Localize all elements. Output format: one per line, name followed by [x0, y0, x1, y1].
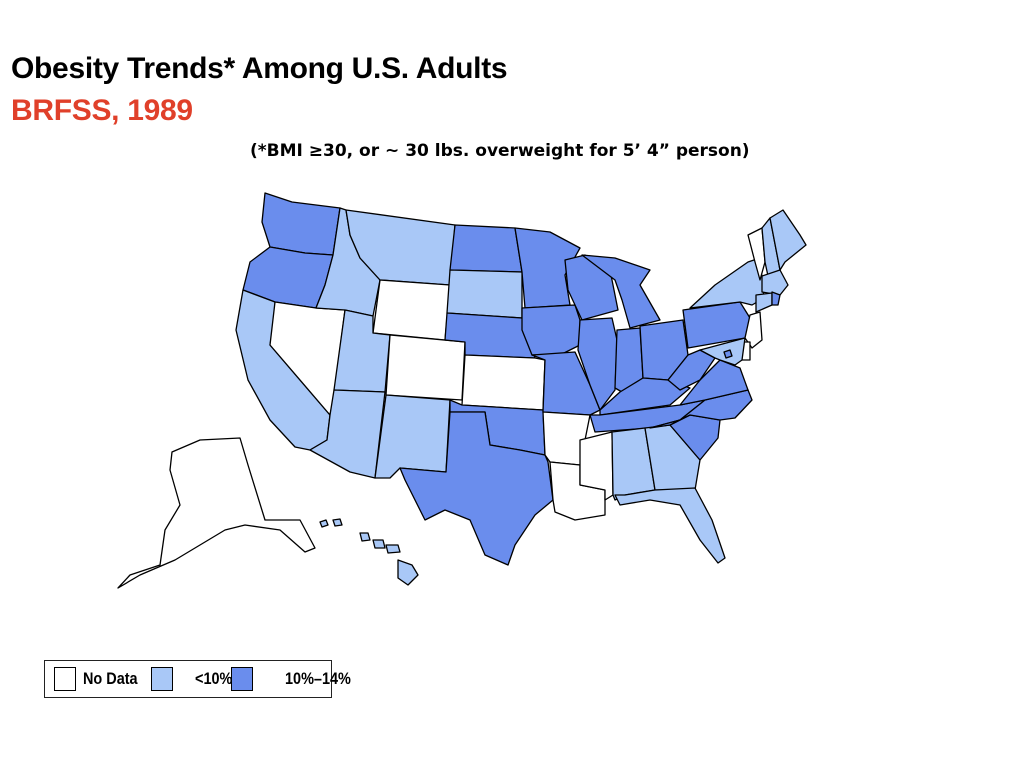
state-wy	[372, 279, 451, 341]
state-ia	[521, 304, 581, 356]
state-ct	[755, 292, 773, 313]
state-nd	[449, 224, 523, 273]
page-title: Obesity Trends* Among U.S. Adults	[11, 52, 508, 85]
state-az	[309, 389, 386, 479]
bmi-footnote: (*BMI ≥30, or ~ 30 lbs. overweight for 5…	[250, 141, 750, 161]
state-ny	[689, 257, 765, 309]
state-vt	[747, 227, 766, 281]
state-dc	[723, 349, 733, 359]
state-ma	[761, 269, 789, 296]
state-co	[385, 334, 466, 401]
state-il	[577, 317, 618, 411]
legend-label-10to14: 10%–14%	[285, 669, 351, 688]
state-fl	[614, 487, 726, 564]
legend-label-no-data: No Data	[83, 669, 138, 688]
legend-swatch-lt10	[151, 667, 173, 691]
state-ak	[117, 437, 316, 589]
legend-swatch-no-data	[54, 667, 76, 691]
legend-swatch-10to14	[231, 667, 253, 691]
legend-label-lt10: <10%	[195, 669, 233, 688]
state-sd	[446, 269, 523, 319]
state-tx	[399, 411, 554, 566]
state-ks	[461, 354, 546, 411]
state-mo	[531, 351, 601, 416]
page-subtitle: BRFSS, 1989	[11, 94, 193, 127]
state-mi	[581, 254, 661, 329]
state-wa	[261, 192, 341, 256]
state-nj	[744, 311, 763, 349]
state-md	[699, 337, 746, 366]
state-nm	[374, 394, 451, 479]
state-ri	[771, 291, 781, 306]
legend: No Data <10% 10%–14%	[44, 660, 351, 698]
state-hi	[319, 518, 419, 586]
